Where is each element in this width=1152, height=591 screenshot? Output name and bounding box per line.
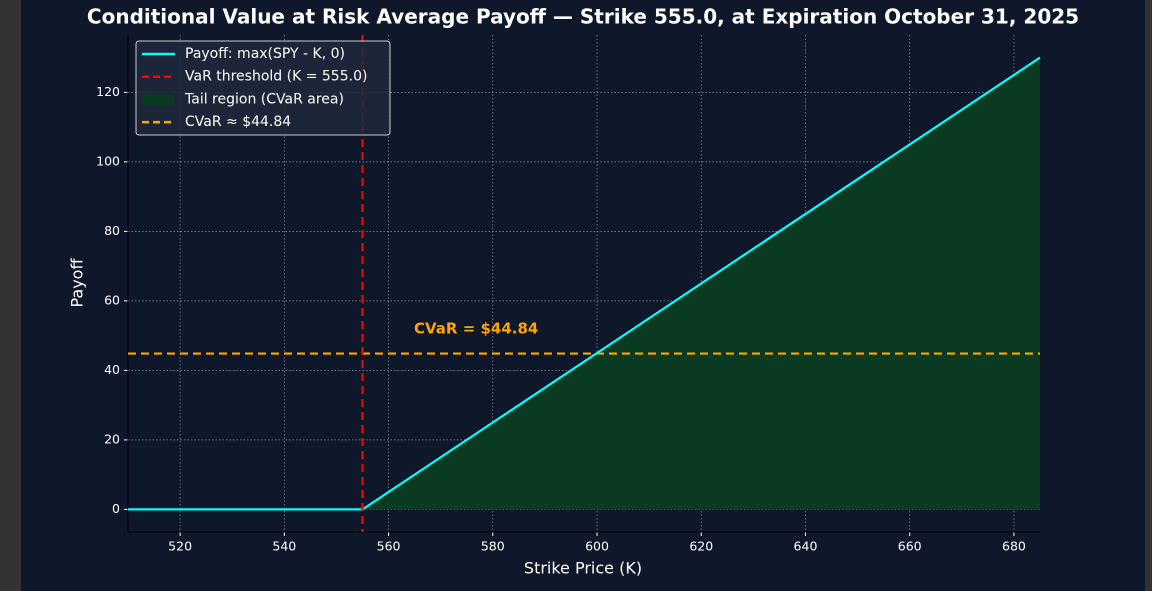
y-tick-label: 40 [104,362,120,377]
x-tick-label: 580 [481,539,505,554]
x-tick-label: 680 [1002,539,1026,554]
x-tick-label: 520 [168,539,192,554]
legend-box [135,40,391,136]
legend-label: VaR threshold (K = 555.0) [185,69,367,85]
x-tick-label: 540 [272,539,296,554]
y-axis-label: Payoff [68,258,87,308]
annotation: CVaR = $44.84 [414,320,538,338]
chart-title: Conditional Value at Risk Average Payoff… [87,5,1079,29]
legend-label: Payoff: max(SPY - K, 0) [185,46,345,62]
legend-label: CVaR ≈ $44.84 [185,114,291,130]
x-tick-label: 620 [689,539,713,554]
y-tick-label: 120 [96,84,120,99]
legend-swatch [142,94,174,106]
legend-label: Tail region (CVaR area) [184,91,344,107]
y-tick-label: 0 [112,501,120,516]
x-tick-label: 600 [585,539,609,554]
x-tick-label: 560 [377,539,401,554]
y-tick-label: 20 [104,431,120,446]
y-tick-label: 100 [96,153,120,168]
y-tick-label: 80 [104,223,120,238]
x-tick-label: 660 [898,539,922,554]
x-axis-label: Strike Price (K) [524,559,642,578]
y-tick-label: 60 [104,292,120,307]
x-tick-label: 640 [794,539,818,554]
